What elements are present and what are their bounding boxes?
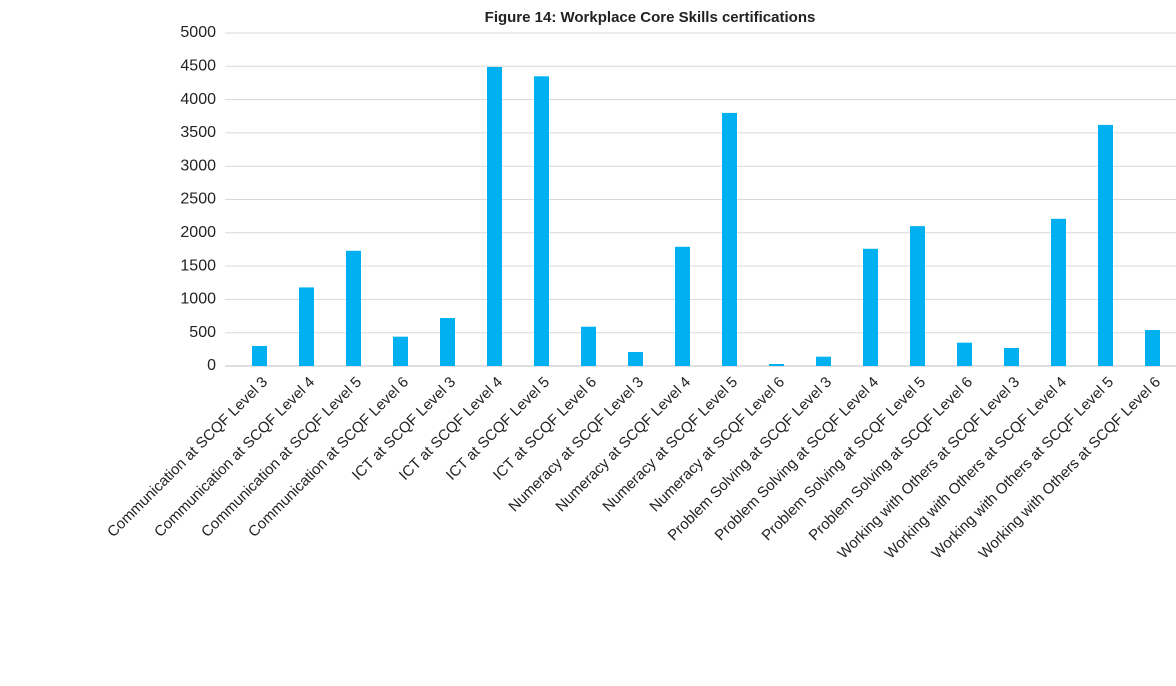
bar [628,352,643,366]
bar [1004,348,1019,366]
bar [393,336,408,366]
chart-title: Figure 14: Workplace Core Skills certifi… [485,9,816,26]
y-tick-label: 0 [207,357,216,374]
bar [487,66,502,366]
y-tick-label: 4000 [180,91,216,108]
bar [863,248,878,366]
y-tick-label: 1000 [180,291,216,308]
y-tick-label: 500 [189,324,216,341]
bar [581,326,596,366]
bar [252,346,267,366]
bar [722,112,737,366]
bar [534,76,549,366]
bar [957,342,972,366]
y-tick-label: 1500 [180,257,216,274]
bar [769,364,784,366]
bar [440,318,455,366]
bar [1145,330,1160,366]
bar [816,356,831,366]
bar [346,250,361,366]
bar [675,246,690,366]
y-tick-label: 3000 [180,157,216,174]
y-tick-label: 3500 [180,124,216,141]
y-tick-label: 2000 [180,224,216,241]
bar [910,226,925,366]
y-tick-label: 4500 [180,58,216,75]
y-tick-label: 2500 [180,191,216,208]
bar [1098,124,1113,367]
y-tick-label: 5000 [180,24,216,41]
bar [299,287,314,366]
bar [1051,218,1066,366]
